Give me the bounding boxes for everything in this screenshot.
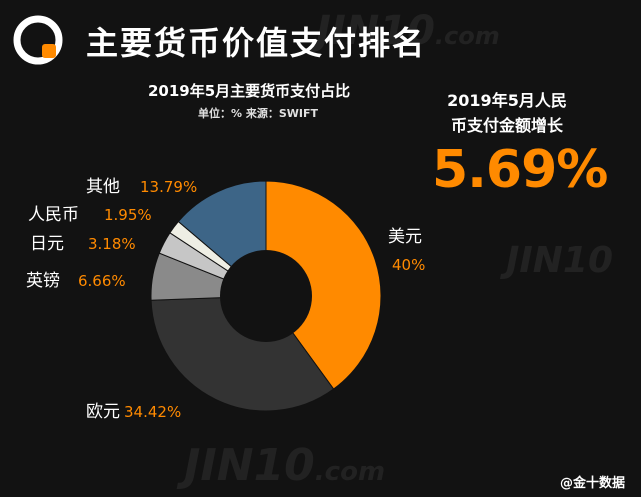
watermark-domain: .com bbox=[434, 22, 500, 50]
label-usd-name: 美元 bbox=[388, 227, 422, 247]
label-jpy-value: 3.18% bbox=[88, 235, 136, 253]
watermark-brand: JIN10 bbox=[184, 440, 315, 491]
label-eur-name: 欧元 bbox=[86, 402, 120, 422]
watermark-top: JIN10.com bbox=[316, 8, 500, 54]
slice-usd bbox=[265, 180, 382, 390]
label-cny-name: 人民币 bbox=[28, 205, 79, 225]
watermark-brand: JIN10 bbox=[506, 240, 614, 281]
callout-title-line1: 2019年5月人民 bbox=[447, 91, 567, 110]
label-eur-value: 34.42% bbox=[124, 403, 181, 421]
chart-unit-source: 单位：% 来源：SWIFT bbox=[198, 107, 319, 120]
label-other-name: 其他 bbox=[86, 177, 120, 197]
chart-title: 2019年5月主要货币支付占比 bbox=[148, 82, 351, 100]
label-gbp-value: 6.66% bbox=[78, 272, 126, 290]
watermark-middle: JIN10 bbox=[506, 240, 613, 281]
callout-title-line2: 币支付金额增长 bbox=[450, 116, 563, 135]
source-credit: @金十数据 bbox=[560, 476, 626, 491]
watermark-domain: .com bbox=[314, 457, 386, 487]
label-gbp-name: 英镑 bbox=[26, 271, 60, 291]
page-title: 主要货币价值支付排名 bbox=[86, 24, 427, 62]
slice-eur bbox=[150, 295, 335, 412]
watermark-bottom: JIN10.com bbox=[184, 440, 385, 491]
label-cny-value: 1.95% bbox=[104, 206, 152, 224]
callout-title: 2019年5月人民 币支付金额增长 bbox=[432, 88, 582, 138]
callout-value: 5.69% bbox=[432, 140, 608, 200]
watermark-brand: JIN10 bbox=[316, 8, 435, 54]
label-other-value: 13.79% bbox=[140, 178, 197, 196]
label-jpy-name: 日元 bbox=[30, 234, 64, 254]
jin10-logo-icon bbox=[13, 15, 63, 65]
header: 主要货币价值支付排名 bbox=[0, 0, 641, 72]
label-usd-value: 40% bbox=[392, 256, 425, 274]
donut-hole bbox=[220, 250, 312, 342]
